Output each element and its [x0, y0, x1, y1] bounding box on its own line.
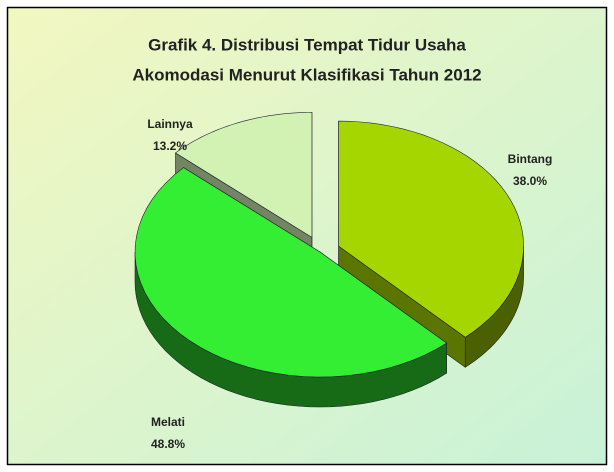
chart-title: Akomodasi Menurut Klasifikasi Tahun 2012 — [132, 65, 481, 84]
slice-label: Melati — [151, 415, 185, 429]
slice-value-label: 13.2% — [153, 139, 187, 153]
slice-top — [338, 120, 524, 338]
pie — [134, 112, 524, 408]
slice-value-label: 38.0% — [513, 174, 547, 188]
slice-top — [134, 167, 448, 378]
slice-label: Lainnya — [147, 117, 193, 131]
slice-value-label: 48.8% — [151, 437, 185, 451]
pie-slice — [134, 167, 448, 408]
chart-title: Grafik 4. Distribusi Tempat Tidur Usaha — [148, 35, 466, 54]
slice-top — [174, 112, 313, 238]
slice-label: Bintang — [508, 152, 553, 166]
